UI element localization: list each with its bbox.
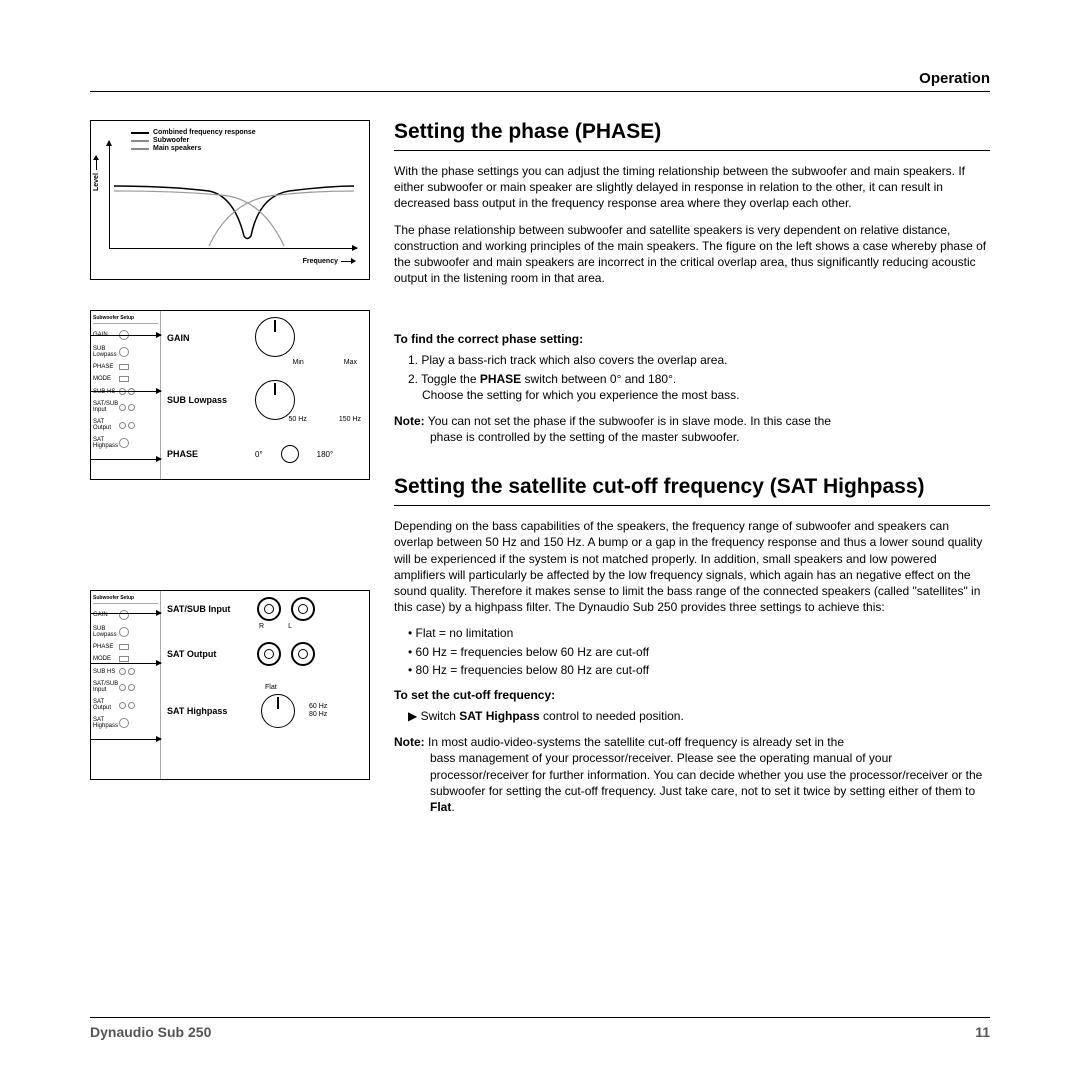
text-column: Setting the phase (PHASE) With the phase…: [394, 120, 990, 815]
callout-arrow: [91, 459, 161, 460]
gain-label: GAIN: [167, 333, 237, 343]
callout-arrow: [91, 335, 161, 336]
page-footer: Dynaudio Sub 250 11: [90, 1017, 990, 1040]
heading-sat: Setting the satellite cut-off frequency …: [394, 475, 990, 506]
highpass-label: SAT Highpass: [167, 706, 247, 716]
gain-knob: [255, 317, 295, 357]
phase-label: PHASE: [167, 449, 237, 459]
list-item: 2. Toggle the PHASE switch between 0° an…: [408, 371, 990, 403]
figures-column: Level Frequency Combined frequency respo…: [90, 120, 370, 815]
list-item: • Flat = no limitation: [408, 625, 990, 641]
page-header: Operation: [90, 70, 990, 92]
lowpass-label: SUB Lowpass: [167, 395, 237, 405]
paragraph: The phase relationship between subwoofer…: [394, 222, 990, 287]
mini-backpanel: Subwoofer Setup GAIN SUB Lowpass PHASE M…: [91, 591, 161, 779]
figure-phase-controls: Subwoofer Setup GAIN SUB Lowpass PHASE M…: [90, 310, 370, 480]
list-item: 1. Play a bass-rich track which also cov…: [408, 352, 990, 368]
x-axis-label: Frequency: [303, 258, 355, 265]
rca-jack: [257, 597, 281, 621]
page-number: 11: [975, 1024, 990, 1040]
note: Note: You can not set the phase if the s…: [394, 413, 990, 445]
highpass-knob: [261, 694, 295, 728]
response-curves: [109, 141, 359, 251]
figure-frequency-response: Level Frequency Combined frequency respo…: [90, 120, 370, 280]
heading-phase: Setting the phase (PHASE): [394, 120, 990, 151]
paragraph: With the phase settings you can adjust t…: [394, 163, 990, 212]
zoom-panel: GAIN MinMax SUB Lowpass 50 Hz150 Hz PHAS…: [161, 311, 369, 479]
figure-sat-highpass: Subwoofer Setup GAIN SUB Lowpass PHASE M…: [90, 590, 370, 780]
content-area: Level Frequency Combined frequency respo…: [90, 120, 990, 815]
paragraph: Depending on the bass capabilities of th…: [394, 518, 990, 615]
rca-jack: [257, 642, 281, 666]
callout-arrow: [91, 613, 161, 614]
howto-title: To set the cut-off frequency:: [394, 688, 990, 702]
note: Note: In most audio-video-systems the sa…: [394, 734, 990, 815]
callout-arrow: [91, 391, 161, 392]
callout-arrow: [91, 663, 161, 664]
section-name: Operation: [919, 70, 990, 87]
rca-jack: [291, 642, 315, 666]
output-label: SAT Output: [167, 649, 247, 659]
rca-jack: [291, 597, 315, 621]
phase-switch: [281, 445, 299, 463]
product-name: Dynaudio Sub 250: [90, 1024, 211, 1040]
list-item: • 80 Hz = frequencies below 80 Hz are cu…: [408, 662, 990, 678]
list-item: ▶ Switch SAT Highpass control to needed …: [408, 708, 990, 724]
zoom-panel: SAT/SUB Input RL SAT Output Flat SAT Hig…: [161, 591, 369, 779]
mini-backpanel: Subwoofer Setup GAIN SUB Lowpass PHASE M…: [91, 311, 161, 479]
howto-title: To find the correct phase setting:: [394, 332, 990, 346]
callout-arrow: [91, 739, 161, 740]
input-label: SAT/SUB Input: [167, 604, 247, 614]
lowpass-knob: [255, 380, 295, 420]
y-axis-label: Level: [93, 156, 100, 191]
list-item: • 60 Hz = frequencies below 60 Hz are cu…: [408, 644, 990, 660]
